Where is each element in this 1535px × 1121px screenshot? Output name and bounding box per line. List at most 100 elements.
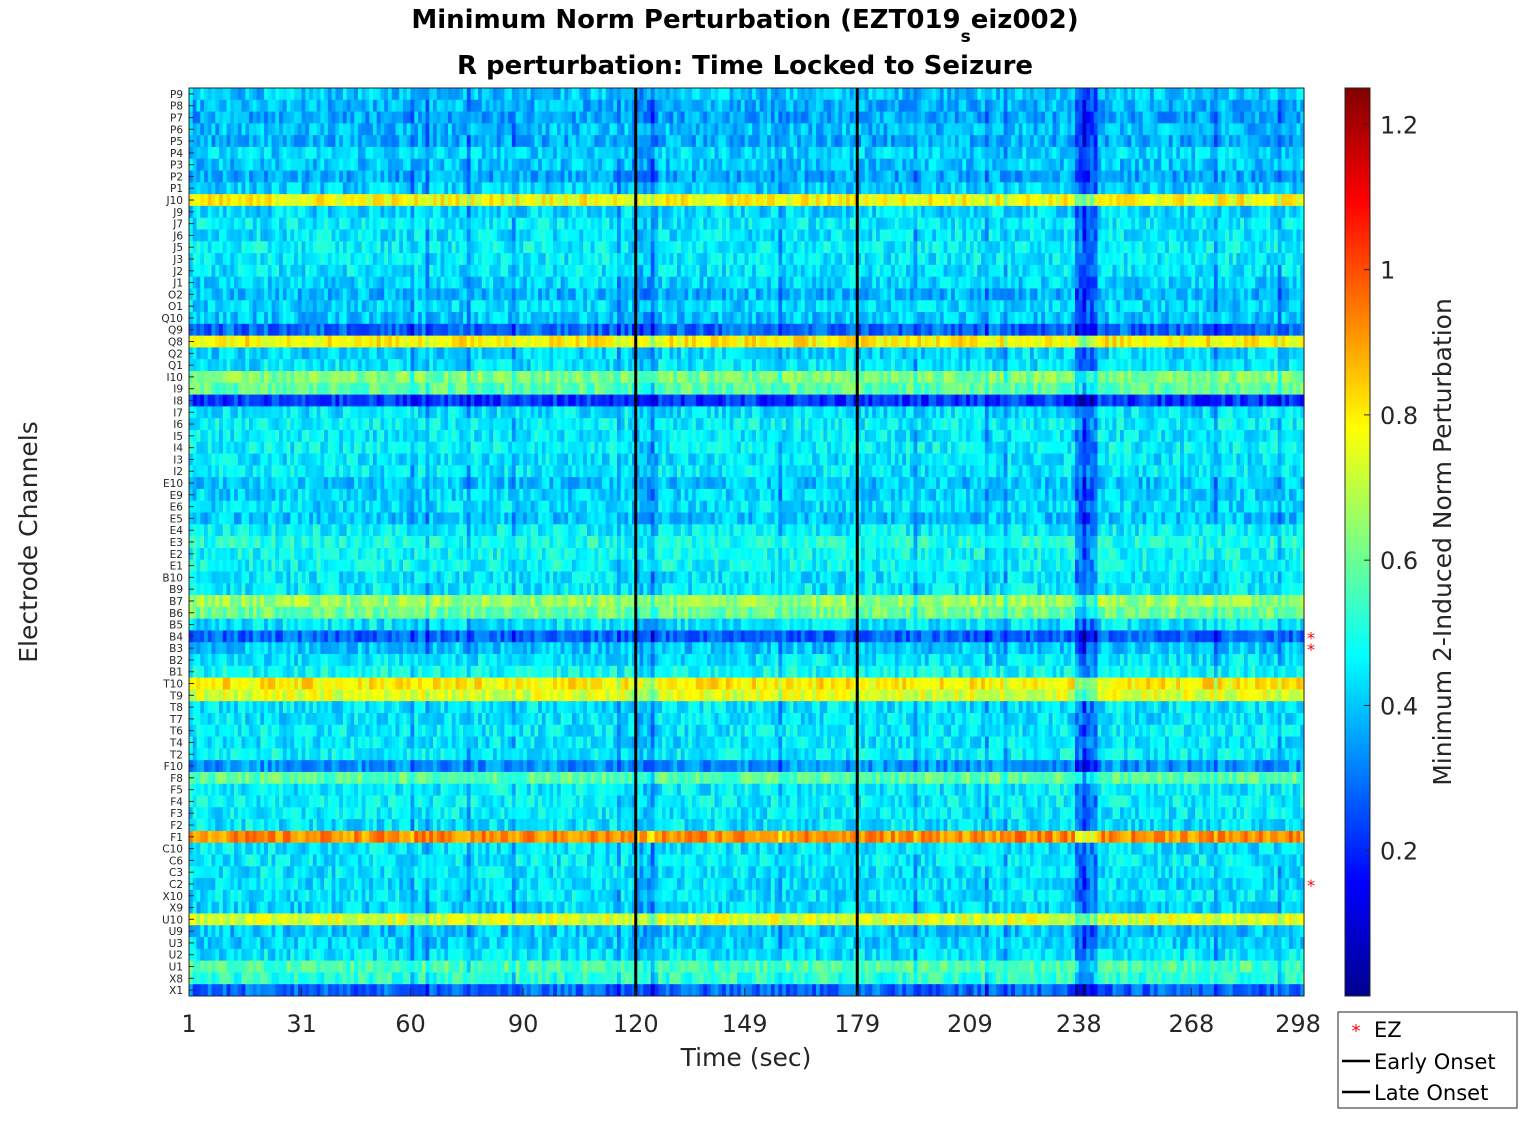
heatmap-cell: [384, 264, 389, 278]
heatmap-cell: [815, 123, 821, 136]
heatmap-cell: [222, 123, 228, 136]
heatmap-cell: [519, 99, 524, 112]
heatmap-cell: [793, 217, 798, 230]
heatmap-cell: [864, 276, 870, 289]
heatmap-cell: [695, 276, 701, 289]
heatmap-cell: [1225, 194, 1230, 207]
heatmap-cell: [402, 217, 408, 230]
heatmap-cell: [992, 241, 997, 254]
heatmap-cell: [1225, 111, 1230, 124]
heatmap-cell: [1210, 111, 1215, 124]
heatmap-cell: [984, 111, 990, 124]
heatmap-cell: [936, 229, 941, 242]
heatmap-cell: [737, 111, 742, 124]
heatmap-cell: [395, 111, 400, 124]
heatmap-cell: [429, 217, 434, 230]
heatmap-cell: [951, 253, 956, 266]
heatmap-cell: [759, 229, 764, 242]
heatmap-cell: [917, 158, 922, 171]
heatmap-cell: [748, 123, 753, 136]
heatmap-cell: [1112, 88, 1117, 101]
heatmap-cell: [966, 111, 971, 124]
heatmap-cell: [451, 241, 457, 254]
heatmap-cell: [466, 135, 472, 148]
heatmap-cell: [575, 194, 581, 207]
heatmap-cell: [785, 253, 791, 266]
heatmap-cell: [1097, 264, 1102, 278]
heatmap-cell: [838, 99, 843, 112]
heatmap-cell: [1153, 182, 1159, 195]
heatmap-cell: [695, 253, 701, 266]
heatmap-cell: [939, 111, 945, 124]
heatmap-cell: [357, 241, 363, 254]
heatmap-cell: [241, 123, 246, 136]
heatmap-cell: [444, 253, 449, 266]
heatmap-cell: [1022, 88, 1027, 101]
heatmap-cell: [1044, 170, 1050, 183]
heatmap-cell: [1292, 217, 1298, 230]
heatmap-cell: [219, 217, 224, 230]
heatmap-cell: [339, 205, 344, 219]
heatmap-cell: [763, 146, 768, 160]
heatmap-cell: [429, 205, 434, 219]
heatmap-cell: [526, 135, 532, 148]
heatmap-cell: [1228, 123, 1234, 136]
heatmap-cell: [361, 241, 367, 254]
heatmap-cell: [744, 158, 749, 171]
heatmap-cell: [887, 170, 892, 183]
heatmap-cell: [861, 264, 866, 278]
heatmap-cell: [876, 276, 881, 289]
heatmap-cell: [973, 253, 978, 266]
heatmap-cell: [684, 99, 689, 112]
heatmap-cell: [767, 170, 772, 183]
heatmap-cell: [222, 182, 228, 195]
heatmap-cell: [425, 170, 430, 183]
heatmap-cell: [590, 123, 596, 136]
heatmap-cell: [613, 146, 618, 160]
heatmap-cell: [722, 146, 727, 160]
heatmap-cell: [1101, 111, 1106, 124]
heatmap-cell: [729, 111, 734, 124]
heatmap-cell: [365, 253, 370, 266]
heatmap-cell: [748, 253, 753, 266]
heatmap-cell: [939, 229, 945, 242]
heatmap-cell: [215, 253, 220, 266]
heatmap-cell: [1007, 170, 1012, 183]
heatmap-cell: [200, 182, 205, 195]
heatmap-cell: [1127, 241, 1132, 254]
heatmap-cell: [556, 170, 562, 183]
heatmap-cell: [759, 146, 764, 160]
heatmap-cell: [470, 123, 475, 136]
heatmap-cell: [1277, 229, 1283, 242]
heatmap-cell: [632, 146, 637, 160]
heatmap-cell: [834, 135, 840, 148]
heatmap-cell: [1221, 229, 1226, 242]
heatmap-cell: [778, 253, 783, 266]
heatmap-cell: [1093, 146, 1099, 160]
heatmap-cell: [470, 264, 475, 278]
heatmap-cell: [421, 158, 427, 171]
heatmap-cell: [785, 194, 791, 207]
heatmap-cell: [879, 264, 885, 278]
heatmap-cell: [943, 88, 948, 101]
heatmap-cell: [819, 253, 825, 266]
heatmap-cell: [872, 170, 877, 183]
heatmap-cell: [234, 111, 239, 124]
heatmap-cell: [324, 264, 329, 278]
heatmap-cell: [1243, 99, 1249, 112]
heatmap-cell: [350, 253, 355, 266]
heatmap-cell: [883, 253, 888, 266]
heatmap-cell: [984, 182, 990, 195]
heatmap-cell: [966, 205, 971, 219]
heatmap-cell: [523, 194, 528, 207]
heatmap-cell: [380, 253, 385, 266]
heatmap-cell: [785, 88, 791, 101]
heatmap-cell: [969, 241, 975, 254]
heatmap-cell: [1180, 182, 1185, 195]
heatmap-cell: [271, 170, 276, 183]
heatmap-cell: [650, 205, 656, 219]
heatmap-cell: [245, 111, 250, 124]
heatmap-cell: [1059, 217, 1065, 230]
heatmap-cell: [973, 241, 978, 254]
heatmap-cell: [534, 205, 539, 219]
